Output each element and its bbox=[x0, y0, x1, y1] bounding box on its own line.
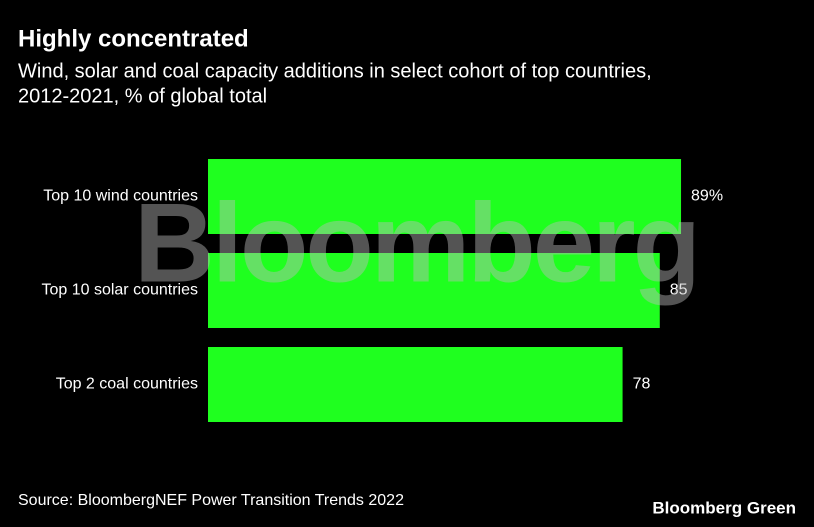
bar bbox=[208, 159, 682, 234]
watermark: Bloomberg bbox=[134, 181, 698, 306]
plot-area: Top 10 wind countries 89% Top 10 solar cou… bbox=[41, 159, 723, 422]
data-label: 85 bbox=[670, 282, 688, 299]
chart-subtitle: Wind, solar and coal capacity additions … bbox=[18, 60, 652, 82]
data-label: 78 bbox=[633, 376, 651, 393]
y-tick-label: Top 10 wind countries bbox=[43, 188, 198, 205]
logo: Bloomberg Green bbox=[652, 498, 796, 517]
data-label: 89% bbox=[691, 188, 723, 205]
chart-subtitle: 2012-2021, % of global total bbox=[18, 85, 267, 107]
source: Source: BloombergNEF Power Transition Tr… bbox=[18, 492, 404, 509]
bar bbox=[208, 253, 660, 328]
y-tick-label: Top 10 solar countries bbox=[41, 282, 198, 299]
chart-title: Highly concentrated bbox=[18, 25, 249, 52]
bar bbox=[208, 347, 623, 422]
y-tick-label: Top 2 coal countries bbox=[56, 376, 198, 393]
